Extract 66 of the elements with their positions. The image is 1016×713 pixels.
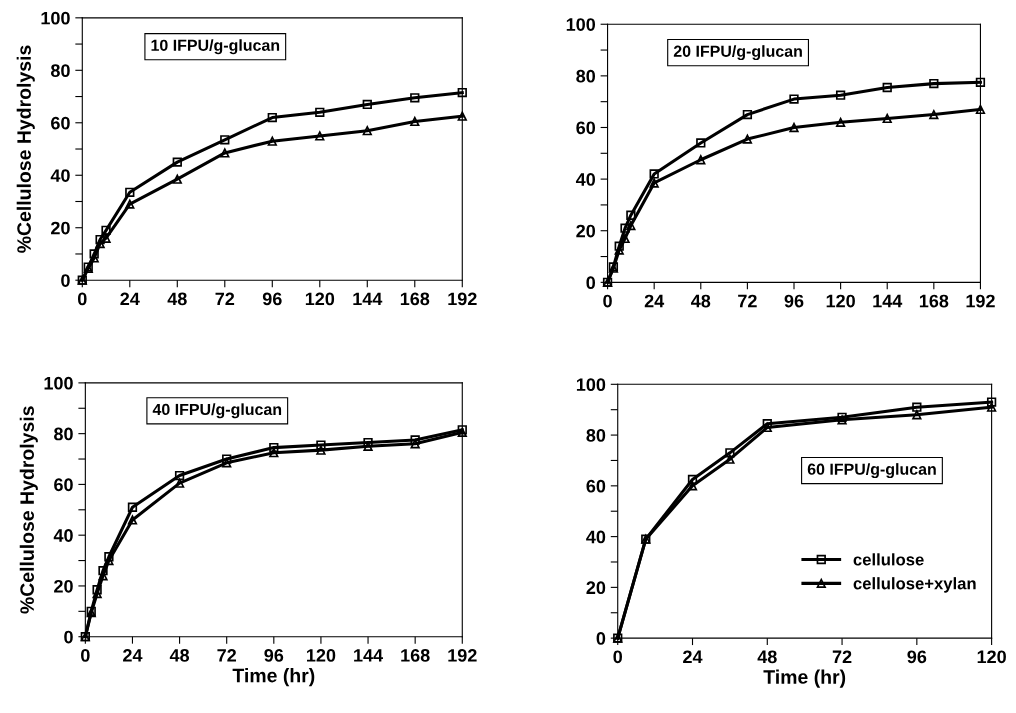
x-tick-label: 168 [400,292,430,306]
x-tick-label: 72 [217,648,237,662]
y-tick-label: 20 [54,579,73,593]
y-tick-label: 100 [41,11,70,25]
y-tick-label: 20 [576,224,596,238]
x-axis-title: Time (hr) [232,668,315,687]
x-tick-label: 144 [873,294,903,308]
y-tick-label: 80 [54,427,73,441]
x-tick-label: 96 [264,648,284,662]
annotation: 40 IFPU/g-glucan [152,403,282,419]
x-tick-label: 120 [977,650,1006,664]
x-tick-label: 192 [448,292,477,306]
x-tick-label: 48 [167,292,187,306]
y-tick-label: 40 [50,169,70,182]
x-tick-label: 48 [691,294,711,308]
x-tick-label: 48 [169,648,190,662]
x-tick-label: 192 [966,294,995,308]
annotation: 60 IFPU/g-glucan [807,463,936,479]
x-tick-label: 0 [613,650,623,664]
y-tick-label: 100 [566,18,596,31]
legend-label: cellulose [853,553,924,566]
x-tick-label: 96 [784,294,804,308]
x-tick-label: 168 [919,294,949,308]
legend-label: cellulose+xylan [853,577,976,593]
x-tick-label: 48 [757,650,777,664]
x-tick-label: 192 [448,648,477,662]
y-tick-label: 0 [586,276,596,290]
y-tick-label: 0 [596,632,606,645]
x-tick-label: 0 [77,292,87,306]
y-tick-label: 40 [575,173,596,186]
x-axis-title: Time (hr) [763,669,846,688]
y-axis-title: %Cellulose Hydrolysis [19,406,38,614]
x-tick-label: 0 [81,648,90,662]
x-tick-label: 96 [262,292,282,306]
y-tick-label: 80 [50,64,70,78]
x-tick-label: 72 [215,292,235,306]
y-tick-label: 60 [586,479,606,493]
x-tick-label: 24 [683,650,703,664]
annotation: 10 IFPU/g-glucan [151,39,280,55]
x-tick-label: 24 [123,648,143,662]
y-tick-label: 40 [53,529,73,542]
x-tick-label: 120 [305,292,335,306]
x-tick-label: 72 [738,294,757,308]
y-tick-label: 60 [54,478,73,492]
y-tick-label: 0 [64,630,73,644]
x-tick-label: 144 [353,292,383,306]
y-tick-label: 80 [576,69,596,83]
x-tick-label: 24 [120,292,140,306]
x-tick-label: 120 [826,294,855,308]
x-tick-label: 120 [307,648,336,662]
x-tick-label: 72 [832,650,852,664]
x-tick-label: 144 [354,649,384,662]
y-tick-label: 60 [576,121,596,135]
y-axis-title: %Cellulose Hydrolysis [16,45,35,253]
y-tick-label: 0 [61,274,70,287]
y-tick-label: 20 [51,221,70,235]
y-tick-label: 60 [51,116,70,130]
y-tick-label: 40 [586,530,606,544]
y-tick-label: 80 [586,429,606,442]
y-tick-label: 20 [586,581,606,595]
x-tick-label: 24 [644,294,665,308]
y-tick-label: 100 [44,376,73,390]
x-tick-label: 96 [907,650,927,664]
x-tick-label: 168 [401,648,430,662]
annotation: 20 IFPU/g-glucan [673,45,802,61]
y-tick-label: 100 [576,378,606,392]
